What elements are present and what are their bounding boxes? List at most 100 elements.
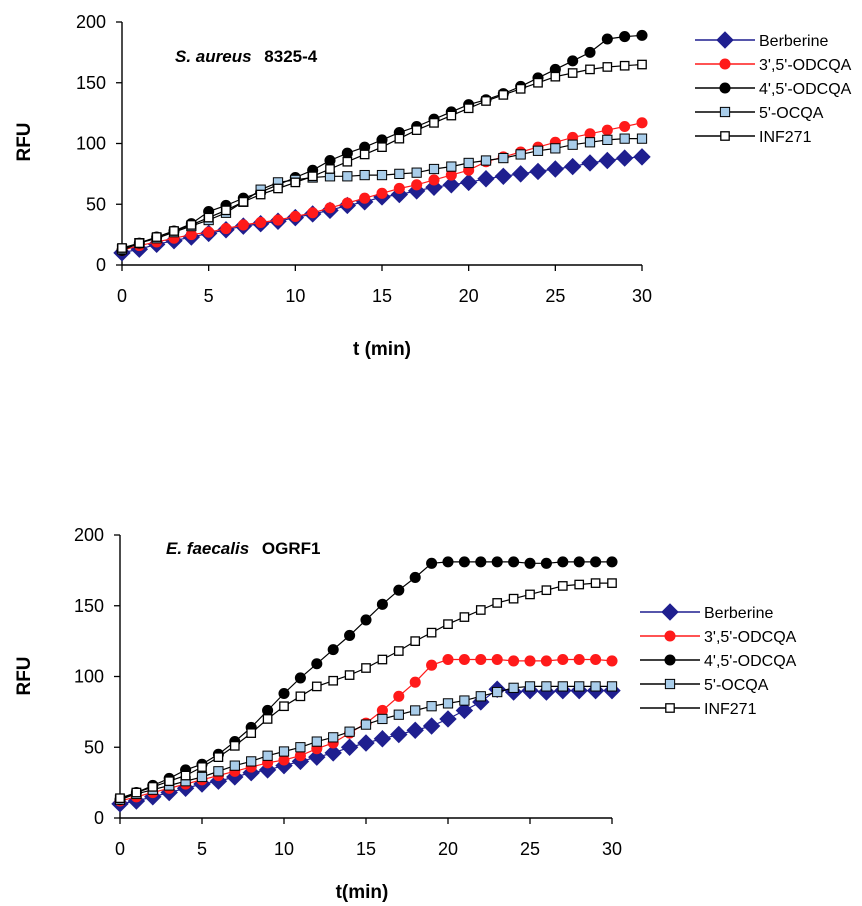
data-point [262,714,273,724]
data-point [529,162,547,181]
data-point [598,151,617,170]
y-axis-label: RFU [14,656,35,695]
x-axis-label: t(min) [336,882,389,903]
data-point [361,663,371,673]
data-point [636,133,648,144]
data-point [446,161,457,172]
data-point [475,556,487,568]
data-point [376,169,388,181]
data-point [342,156,353,167]
legend-marker [716,31,734,49]
data-point [563,157,582,176]
data-point [492,686,503,698]
data-point [262,704,274,717]
legend-label: INF271 [704,701,757,718]
data-point [393,646,404,656]
y-tick-label: 100 [74,667,104,687]
legend: Berberine 3',5'-ODCQA 4',5'-ODCQA 5'-OCQA IN… [695,31,852,146]
data-point [550,71,561,82]
data-point [636,117,648,129]
data-point [459,173,478,192]
data-point [196,771,208,783]
title-plain: 8325-4 [264,47,317,66]
data-point [429,117,439,128]
legend-marker [719,82,731,94]
x-tick-label: 5 [204,286,214,306]
data-point [311,681,322,692]
data-point [220,223,232,235]
data-point [340,738,359,756]
data-point [115,793,125,804]
data-point [475,653,487,666]
data-point [151,232,162,242]
chart-title: S. aureus 8325-4 [175,47,318,66]
chart-title: E. faecalis OGRF1 [166,539,320,558]
data-point [426,659,438,671]
data-point [480,155,492,166]
legend-label: 3',5'-ODCQA [759,57,852,74]
data-point [491,556,503,568]
data-point [442,176,461,194]
data-point [458,556,470,568]
data-point [344,726,355,737]
data-point [567,55,579,67]
data-point [557,653,569,666]
data-point [532,145,544,156]
y-axis-label: RFU [14,122,35,161]
data-point [573,653,585,666]
data-point [455,701,474,720]
x-tick-label: 10 [274,839,294,859]
x-tick-label: 25 [520,839,540,859]
data-point [557,581,568,591]
data-point [602,62,613,72]
chart-s-aureus: RFU t (min) S. aureus 8325-4 05010015020… [14,12,852,360]
data-point [508,556,520,568]
data-point [585,64,595,75]
data-point [508,593,519,604]
data-point [376,187,388,199]
legend-marker [719,106,731,118]
data-point [131,787,142,798]
data-point [279,701,289,712]
data-point [272,214,284,226]
y-tick-label: 150 [76,73,106,93]
data-point [426,627,437,638]
legend-label: 5'-OCQA [759,105,824,122]
data-point [508,682,519,693]
data-point [439,710,457,728]
legend-label: 4',5'-ODCQA [759,81,852,98]
data-point [584,137,596,148]
data-point [546,160,565,178]
data-point [390,725,408,744]
data-point [307,171,318,182]
data-point [619,60,630,71]
data-point [515,83,526,94]
data-point [463,157,474,169]
data-point [229,740,240,751]
data-point [213,752,224,763]
data-point [221,205,231,216]
data-point [498,90,509,100]
data-point [463,103,474,114]
data-point [237,219,249,231]
data-point [443,619,453,629]
data-point [557,556,569,568]
x-tick-label: 30 [602,839,622,859]
data-point [393,709,404,720]
data-point [442,698,454,709]
series-line [121,63,643,249]
y-tick-label: 200 [74,525,104,545]
data-point [411,179,423,191]
data-point [344,629,356,642]
data-point [459,612,470,622]
data-point [344,670,355,680]
data-point [557,681,568,692]
data-point [229,760,240,771]
data-point [289,210,301,222]
data-point [213,766,224,777]
data-point [602,134,613,145]
data-point [246,756,257,767]
data-point [590,578,601,588]
legend-marker [665,703,675,713]
x-tick-label: 30 [632,286,652,306]
